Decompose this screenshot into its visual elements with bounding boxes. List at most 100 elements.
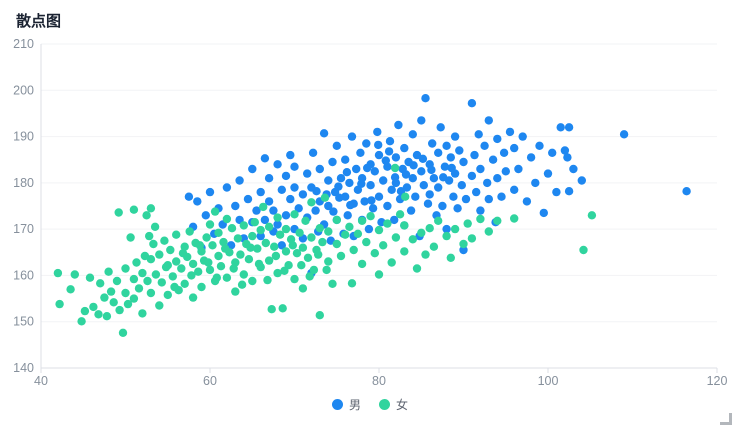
legend-item-male[interactable]: 男 — [331, 396, 361, 413]
scatter-point-女[interactable] — [146, 204, 156, 213]
scatter-point-女[interactable] — [106, 287, 116, 296]
scatter-point-女[interactable] — [280, 266, 289, 275]
scatter-point-女[interactable] — [236, 250, 245, 259]
scatter-point-女[interactable] — [429, 242, 439, 251]
scatter-point-女[interactable] — [387, 258, 396, 267]
scatter-point-女[interactable] — [222, 273, 232, 282]
scatter-point-男[interactable] — [260, 154, 270, 163]
scatter-point-男[interactable] — [453, 204, 462, 213]
scatter-point-女[interactable] — [349, 245, 358, 255]
scatter-point-女[interactable] — [259, 202, 268, 212]
scatter-point-男[interactable] — [442, 224, 451, 234]
scatter-point-男[interactable] — [273, 160, 282, 169]
scatter-point-女[interactable] — [587, 211, 597, 220]
scatter-point-女[interactable] — [129, 274, 139, 284]
scatter-point-男[interactable] — [394, 120, 403, 130]
scatter-point-女[interactable] — [195, 241, 205, 250]
scatter-point-男[interactable] — [363, 163, 372, 173]
scatter-point-女[interactable] — [142, 211, 151, 220]
scatter-point-女[interactable] — [85, 273, 95, 282]
scatter-point-女[interactable] — [307, 198, 316, 207]
scatter-point-男[interactable] — [383, 201, 392, 211]
scatter-point-男[interactable] — [459, 245, 468, 255]
scatter-point-男[interactable] — [286, 150, 295, 160]
scatter-point-女[interactable] — [157, 278, 166, 287]
scatter-point-女[interactable] — [298, 284, 308, 293]
scatter-point-女[interactable] — [476, 214, 485, 224]
scatter-point-男[interactable] — [374, 150, 384, 160]
scatter-point-女[interactable] — [77, 317, 86, 326]
scatter-point-男[interactable] — [387, 185, 396, 194]
scatter-point-男[interactable] — [429, 174, 439, 183]
scatter-point-女[interactable] — [315, 224, 324, 233]
scatter-point-女[interactable] — [400, 247, 409, 256]
scatter-point-女[interactable] — [434, 216, 443, 225]
scatter-point-女[interactable] — [194, 267, 203, 276]
scatter-point-女[interactable] — [295, 228, 304, 237]
scatter-point-男[interactable] — [324, 201, 333, 211]
scatter-point-男[interactable] — [390, 173, 400, 182]
scatter-point-女[interactable] — [324, 227, 333, 236]
scatter-point-女[interactable] — [442, 231, 451, 241]
scatter-point-女[interactable] — [412, 264, 422, 273]
scatter-point-男[interactable] — [423, 199, 433, 208]
scatter-point-男[interactable] — [419, 181, 428, 190]
scatter-point-女[interactable] — [151, 270, 161, 279]
scatter-point-男[interactable] — [311, 206, 320, 215]
scatter-point-男[interactable] — [290, 162, 299, 171]
scatter-point-女[interactable] — [253, 244, 262, 253]
scatter-point-女[interactable] — [121, 264, 130, 273]
scatter-point-女[interactable] — [143, 276, 152, 286]
scatter-point-男[interactable] — [231, 201, 240, 211]
scatter-point-女[interactable] — [271, 251, 281, 261]
scatter-point-女[interactable] — [579, 245, 588, 255]
scatter-point-女[interactable] — [239, 270, 248, 279]
scatter-point-女[interactable] — [205, 265, 215, 275]
scatter-point-女[interactable] — [307, 233, 316, 242]
scatter-point-男[interactable] — [373, 127, 382, 137]
scatter-point-男[interactable] — [577, 176, 586, 185]
scatter-point-女[interactable] — [155, 250, 164, 259]
scatter-point-女[interactable] — [383, 219, 392, 228]
scatter-point-男[interactable] — [483, 178, 492, 188]
scatter-point-女[interactable] — [244, 255, 254, 264]
scatter-point-男[interactable] — [184, 192, 194, 201]
scatter-point-女[interactable] — [366, 212, 375, 221]
scatter-point-男[interactable] — [470, 150, 479, 160]
scatter-point-男[interactable] — [472, 187, 481, 197]
scatter-point-女[interactable] — [301, 216, 310, 225]
scatter-point-男[interactable] — [277, 241, 286, 250]
scatter-point-男[interactable] — [476, 164, 485, 174]
scatter-point-女[interactable] — [197, 282, 206, 292]
scatter-point-女[interactable] — [160, 236, 169, 245]
scatter-point-男[interactable] — [531, 178, 540, 188]
scatter-point-女[interactable] — [318, 237, 327, 247]
scatter-point-女[interactable] — [450, 224, 460, 234]
scatter-point-男[interactable] — [543, 169, 553, 178]
scatter-point-女[interactable] — [89, 302, 98, 312]
scatter-point-男[interactable] — [467, 171, 477, 181]
scatter-point-男[interactable] — [357, 179, 366, 188]
scatter-point-男[interactable] — [401, 170, 411, 179]
scatter-point-女[interactable] — [187, 271, 196, 280]
scatter-point-女[interactable] — [275, 230, 285, 239]
scatter-point-女[interactable] — [370, 249, 379, 258]
scatter-point-女[interactable] — [446, 253, 455, 262]
scatter-point-男[interactable] — [449, 192, 458, 201]
scatter-point-男[interactable] — [563, 153, 572, 162]
scatter-point-女[interactable] — [227, 224, 237, 233]
scatter-point-男[interactable] — [342, 168, 352, 177]
scatter-point-女[interactable] — [161, 262, 171, 272]
scatter-point-女[interactable] — [100, 293, 109, 302]
scatter-point-男[interactable] — [367, 196, 376, 205]
scatter-point-男[interactable] — [269, 206, 278, 215]
scatter-point-女[interactable] — [202, 233, 211, 242]
scatter-point-女[interactable] — [146, 255, 156, 264]
scatter-point-女[interactable] — [132, 258, 141, 267]
scatter-point-女[interactable] — [425, 224, 434, 233]
scatter-point-女[interactable] — [332, 239, 341, 249]
scatter-point-女[interactable] — [168, 272, 177, 281]
scatter-point-女[interactable] — [395, 210, 405, 219]
scatter-point-男[interactable] — [539, 208, 548, 218]
scatter-point-男[interactable] — [484, 194, 493, 204]
